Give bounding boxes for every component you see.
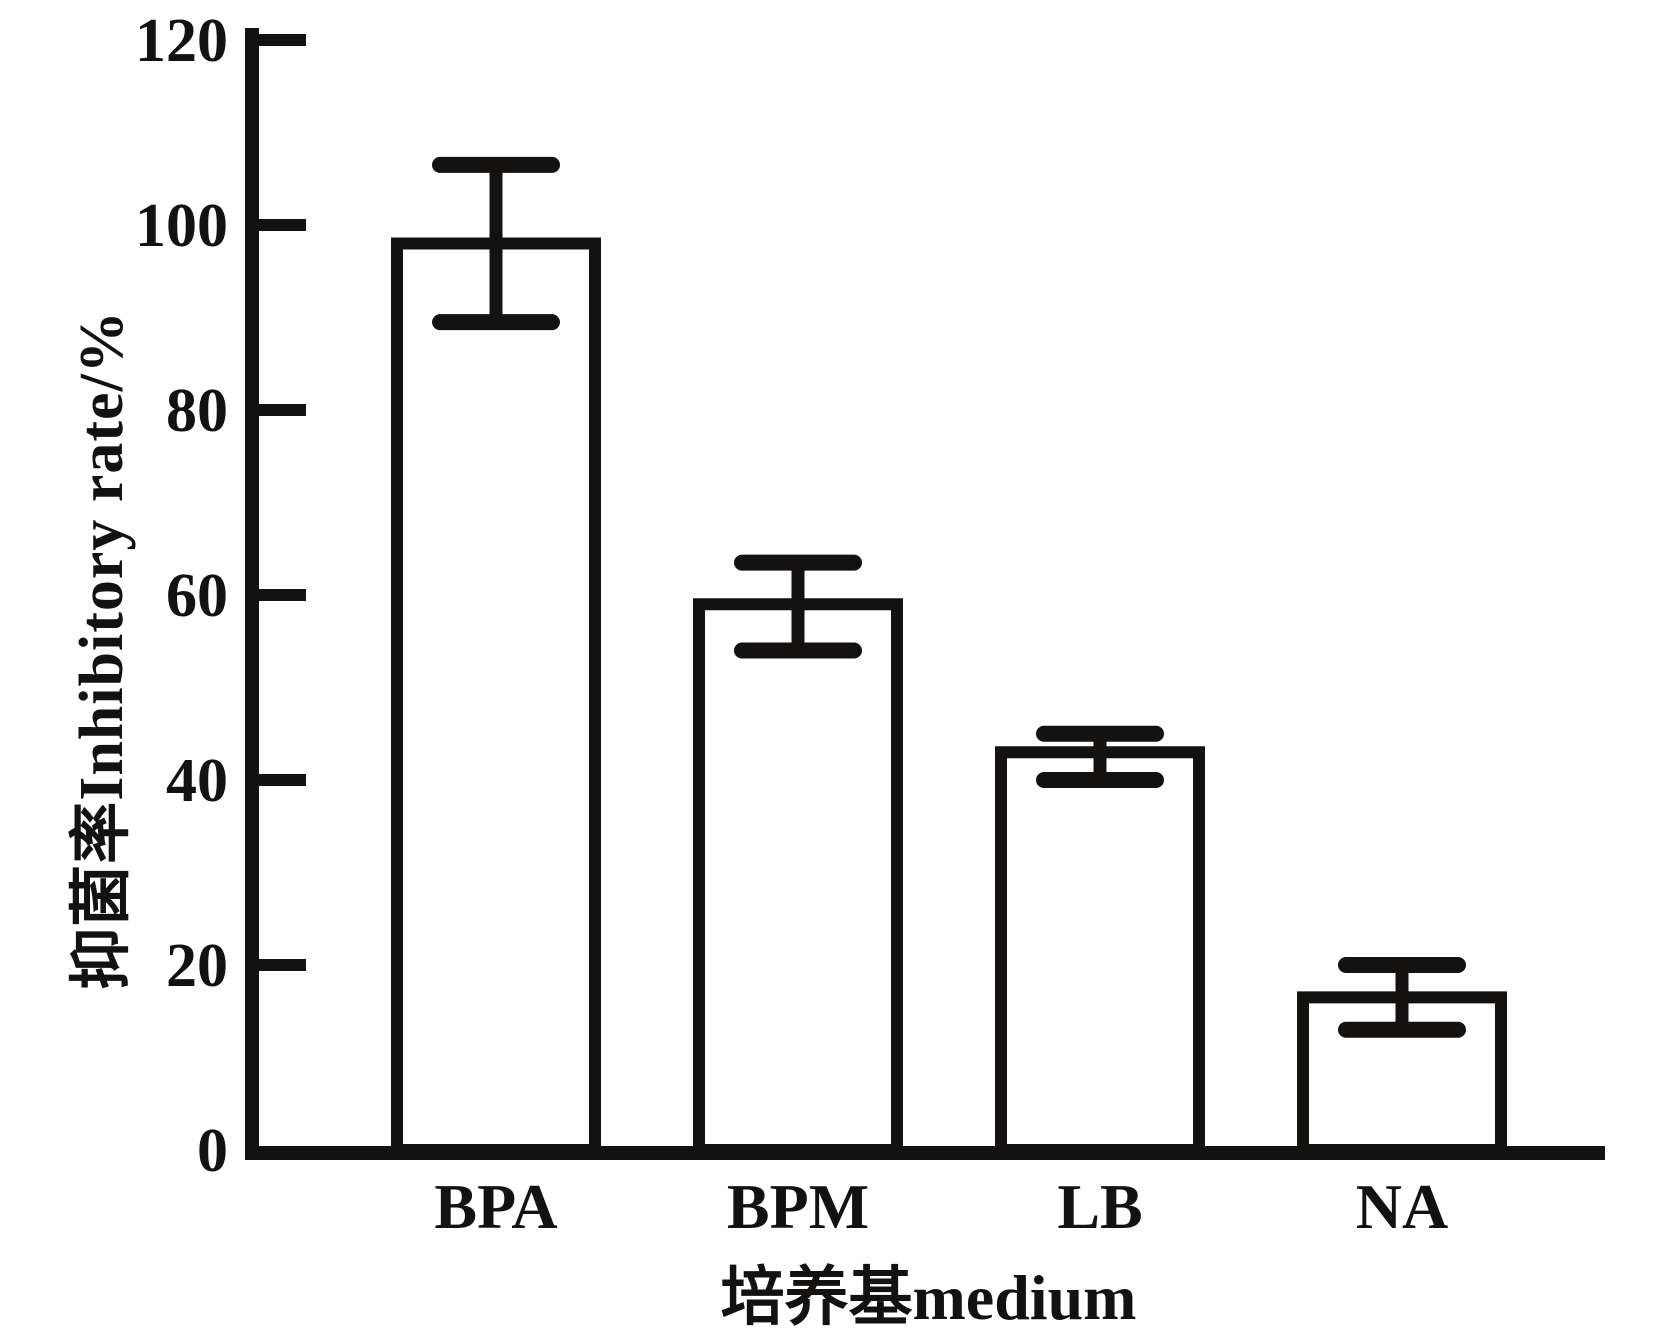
x-label-LB: LB <box>1057 1171 1142 1242</box>
y-tick-label-100: 100 <box>135 192 228 260</box>
y-tick-label-0: 0 <box>197 1117 228 1185</box>
x-label-NA: NA <box>1356 1171 1448 1242</box>
y-tick-label-20: 20 <box>166 932 228 1000</box>
bar-LB <box>995 746 1205 1156</box>
y-tick-label-80: 80 <box>166 377 228 445</box>
y-tick-label-120: 120 <box>135 7 228 75</box>
bar-BPM <box>693 598 903 1156</box>
y-tick-label-60: 60 <box>166 562 228 630</box>
x-label-BPA: BPA <box>434 1171 557 1242</box>
bar-BPA <box>391 237 601 1156</box>
x-label-BPM: BPM <box>727 1171 869 1242</box>
y-axis-title: 抑菌率Inhibitory rate/% <box>68 310 136 990</box>
y-tick-label-40: 40 <box>166 747 228 815</box>
x-axis-title: 培养基medium <box>720 1262 1137 1330</box>
